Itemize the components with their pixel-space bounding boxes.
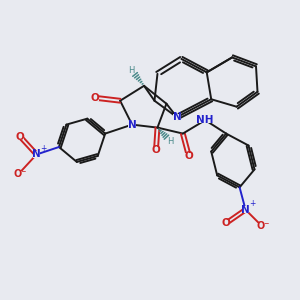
FancyBboxPatch shape: [173, 114, 181, 120]
FancyBboxPatch shape: [33, 151, 41, 158]
Text: NH: NH: [196, 115, 214, 125]
Text: O⁻: O⁻: [14, 169, 27, 179]
FancyBboxPatch shape: [184, 153, 193, 159]
Text: N: N: [172, 112, 181, 122]
Text: N: N: [241, 205, 250, 215]
Text: O: O: [16, 132, 25, 142]
Text: O: O: [90, 93, 99, 103]
FancyBboxPatch shape: [199, 117, 211, 123]
FancyBboxPatch shape: [242, 206, 249, 213]
FancyBboxPatch shape: [128, 121, 136, 128]
FancyBboxPatch shape: [256, 223, 267, 230]
Text: O: O: [152, 145, 160, 155]
Text: N: N: [128, 120, 136, 130]
Text: N: N: [32, 149, 41, 160]
FancyBboxPatch shape: [222, 220, 230, 226]
Text: O: O: [222, 218, 230, 228]
FancyBboxPatch shape: [13, 171, 24, 177]
Text: +: +: [40, 144, 46, 153]
FancyBboxPatch shape: [91, 94, 99, 101]
Text: O: O: [184, 151, 193, 161]
Text: O⁻: O⁻: [257, 221, 270, 231]
Text: H: H: [128, 66, 134, 75]
Text: +: +: [249, 199, 255, 208]
Text: H: H: [167, 137, 174, 146]
FancyBboxPatch shape: [152, 147, 160, 153]
FancyBboxPatch shape: [16, 133, 24, 140]
